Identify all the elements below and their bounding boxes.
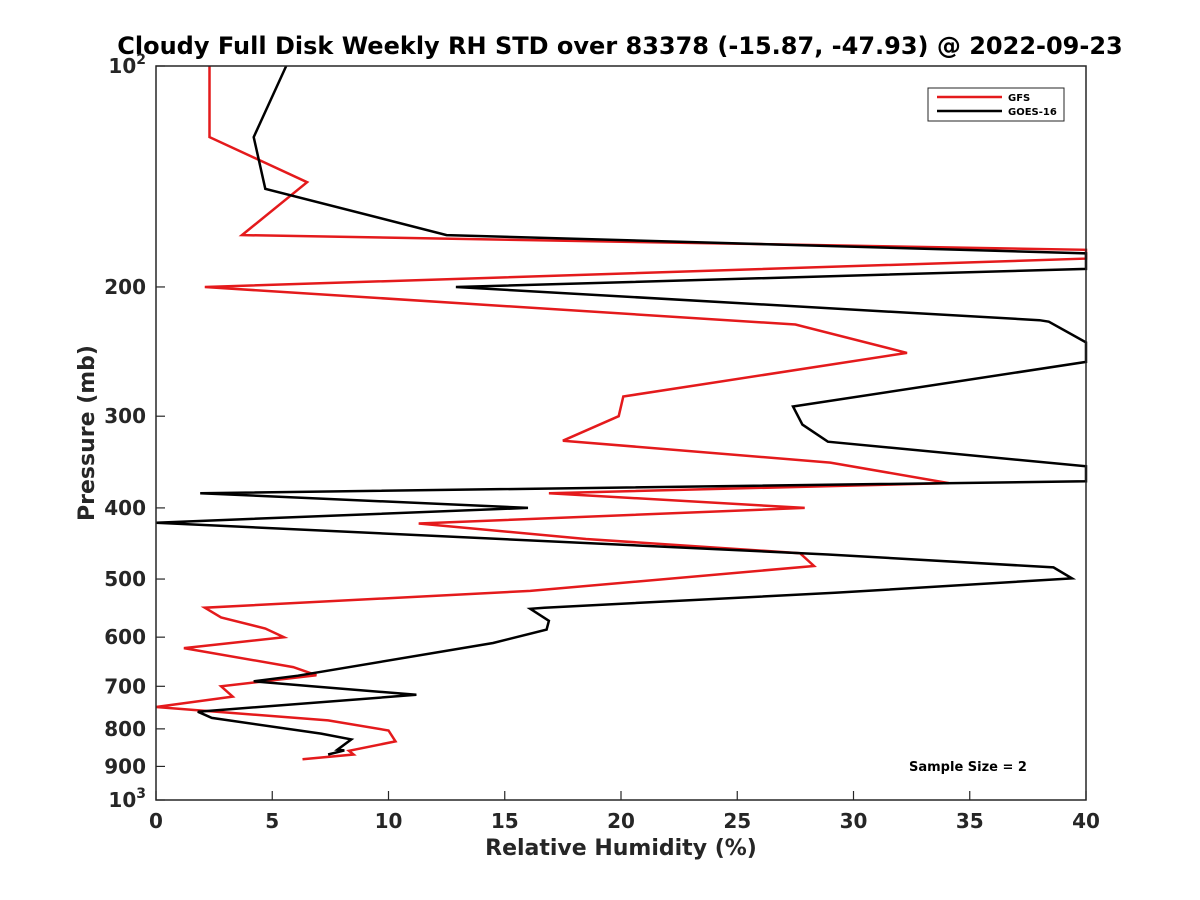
y-tick-label: 300: [104, 404, 146, 428]
x-tick-label: 10: [375, 809, 403, 833]
x-tick-label: 15: [491, 809, 519, 833]
y-tick-label: 600: [104, 625, 146, 649]
y-tick-label: 200: [104, 275, 146, 299]
sample-size-annotation: Sample Size = 2: [909, 760, 1027, 775]
y-tick-label: 700: [104, 674, 146, 698]
y-tick-label: 500: [104, 567, 146, 591]
series-line-goes16: [155, 65, 1088, 756]
legend-label-gfs: GFS: [1008, 93, 1030, 104]
x-tick-label: 0: [149, 809, 163, 833]
legend-box: [927, 87, 1065, 122]
x-axis-ticks: 0 5 10 15 20 25 30 35 40: [149, 791, 1100, 833]
x-tick-label: 25: [723, 809, 751, 833]
y-axis-ticks: 102 200 300 400 500 600 700 800 900 103: [104, 52, 165, 812]
x-tick-label: 30: [840, 809, 868, 833]
y-tick-label: 103: [108, 786, 146, 812]
y-tick-label: 900: [104, 754, 146, 778]
legend: GFS GOES-16: [927, 87, 1065, 122]
chart-title: Cloudy Full Disk Weekly RH STD over 8337…: [117, 32, 1123, 60]
x-tick-label: 35: [956, 809, 984, 833]
y-tick-label: 102: [108, 52, 146, 78]
y-tick-label: 400: [104, 496, 146, 520]
x-tick-label: 5: [265, 809, 279, 833]
legend-label-goes16: GOES-16: [1008, 107, 1057, 118]
x-tick-label: 40: [1072, 809, 1100, 833]
x-tick-label: 20: [607, 809, 635, 833]
y-tick-label: 800: [104, 717, 146, 741]
y-axis-label: Pressure (mb): [75, 345, 100, 521]
x-axis-label: Relative Humidity (%): [485, 836, 757, 861]
